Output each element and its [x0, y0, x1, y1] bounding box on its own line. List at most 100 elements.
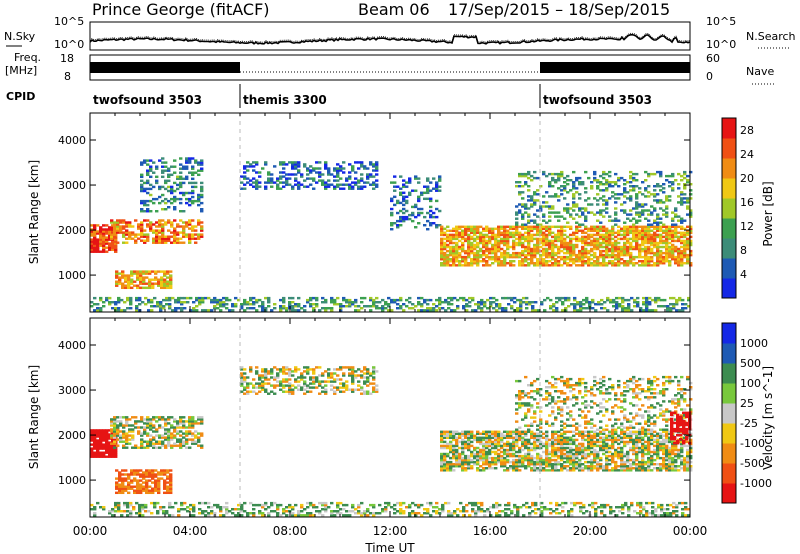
cell-6 [536, 233, 540, 237]
cell-6 [467, 235, 471, 239]
cell-4 [458, 460, 462, 464]
cell-6 [614, 245, 618, 249]
cell-1 [142, 481, 146, 484]
cell-6 [599, 245, 603, 249]
cell-4 [440, 454, 444, 458]
cell-2 [173, 229, 177, 232]
cell-8 [591, 298, 595, 302]
cell-7 [656, 201, 660, 204]
cell-6 [497, 262, 501, 265]
cell-1 [160, 282, 164, 285]
cell-1 [136, 487, 140, 490]
cell-4 [264, 187, 268, 190]
cell-7 [581, 211, 585, 214]
cell-4 [440, 452, 444, 456]
cell-8 [126, 298, 130, 302]
cell-5 [429, 189, 433, 192]
cell-3 [264, 368, 268, 371]
cell-6 [476, 225, 480, 229]
cell-8 [219, 309, 223, 312]
cell-3 [173, 197, 177, 201]
cell-3 [315, 376, 319, 379]
cell-6 [677, 249, 681, 253]
cell-6 [605, 249, 609, 253]
cell-8 [159, 303, 163, 306]
cell-8 [255, 298, 259, 302]
cell-6 [476, 231, 480, 235]
cell-8 [348, 301, 352, 304]
cell-2 [191, 440, 195, 443]
cell-1 [133, 489, 137, 492]
cell-6 [464, 225, 468, 229]
cell-2 [155, 434, 159, 437]
cell-7 [689, 209, 693, 212]
cell-0 [93, 224, 97, 227]
cell-3 [164, 169, 168, 172]
cell-4 [560, 450, 564, 454]
cell-0 [105, 431, 109, 434]
cell-2 [185, 442, 189, 445]
cell-0 [96, 246, 100, 249]
cell-1 [133, 284, 137, 287]
cell-4 [327, 185, 331, 188]
cell-8 [237, 298, 241, 302]
cell-4 [243, 165, 247, 168]
cell-6 [566, 258, 570, 261]
cell-7 [689, 183, 693, 186]
cell-6 [563, 255, 567, 259]
cell-8 [171, 296, 175, 300]
cell-0 [93, 441, 97, 444]
cell-7 [680, 201, 684, 204]
cell-8 [420, 303, 424, 306]
cell-3 [264, 378, 268, 381]
cell-1 [163, 485, 167, 488]
cell-7 [638, 187, 642, 190]
cell-2 [182, 241, 186, 244]
cell-7 [557, 195, 561, 198]
cell-4 [539, 436, 543, 440]
cell-4 [473, 452, 477, 456]
cell-6 [482, 239, 486, 243]
cell-8 [111, 301, 115, 304]
cell-2 [125, 233, 129, 236]
cell-2 [182, 424, 186, 427]
cell-8 [324, 298, 328, 302]
cell-6 [566, 251, 570, 255]
cell-6 [665, 229, 669, 233]
cell-8 [150, 298, 154, 302]
cell-6 [521, 237, 525, 241]
cell-3 [200, 169, 204, 172]
cell-4 [524, 458, 528, 462]
cell-6 [506, 233, 510, 237]
cell-1 [136, 276, 140, 279]
cell-2 [191, 416, 195, 419]
cell-7 [683, 170, 687, 174]
cell-4 [551, 430, 555, 434]
cell-4 [494, 460, 498, 464]
cell-4 [279, 175, 283, 178]
cell-7 [647, 174, 651, 178]
cell-8 [378, 301, 382, 304]
cell-4 [518, 430, 522, 434]
cell-6 [452, 237, 456, 241]
cell-6 [503, 262, 507, 265]
cell-4 [476, 438, 480, 442]
cell-6 [626, 245, 630, 249]
cell-2 [158, 225, 162, 228]
cell-2 [155, 237, 159, 240]
cell-5 [399, 224, 403, 227]
cell-4 [485, 454, 489, 458]
cell-7 [527, 172, 531, 176]
cell-8 [279, 309, 283, 312]
noise-tick-top-right: 10^5 [706, 15, 736, 28]
cell-2 [176, 231, 180, 234]
cell-4 [455, 436, 459, 440]
cell-8 [447, 301, 451, 304]
cell-4 [533, 444, 537, 448]
cell-3 [258, 386, 262, 389]
cell-4 [342, 167, 346, 170]
cell-1 [139, 469, 143, 472]
cell-4 [500, 454, 504, 458]
cell-0 [90, 451, 94, 454]
cell-6 [647, 239, 651, 243]
